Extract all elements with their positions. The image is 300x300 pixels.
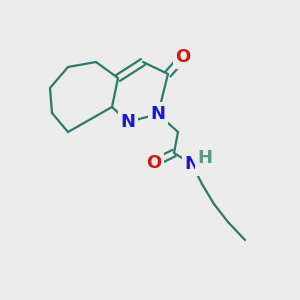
Text: N: N <box>121 113 136 131</box>
Text: N: N <box>184 155 200 173</box>
Text: H: H <box>197 149 212 167</box>
Text: O: O <box>146 154 162 172</box>
Text: O: O <box>176 48 190 66</box>
Text: N: N <box>151 105 166 123</box>
